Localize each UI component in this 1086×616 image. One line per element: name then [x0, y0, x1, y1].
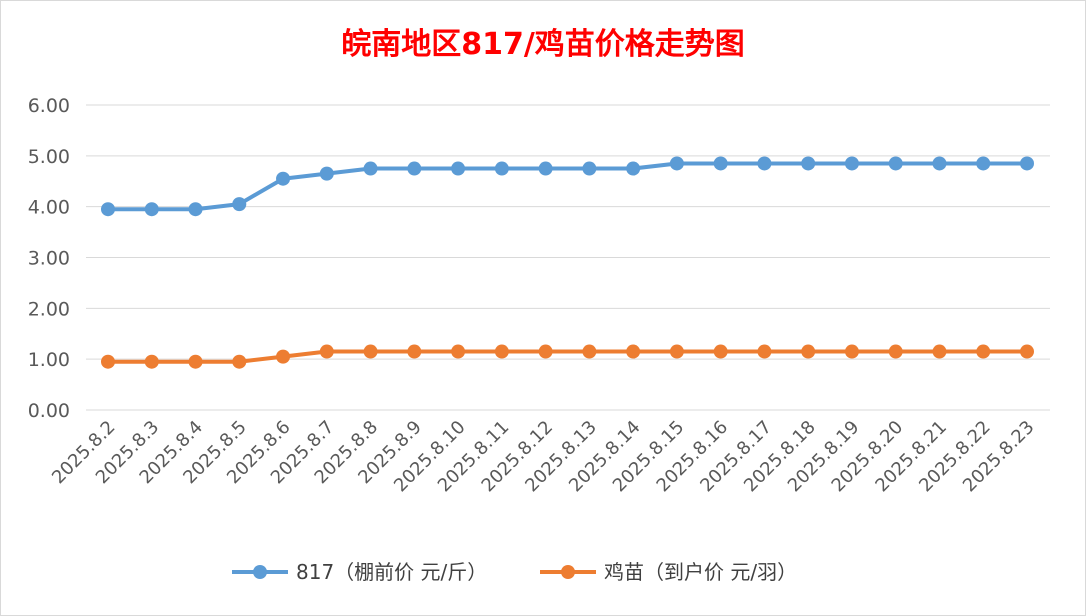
data-point — [582, 161, 597, 176]
legend-marker — [561, 565, 575, 579]
data-point — [101, 202, 115, 217]
data-point — [801, 156, 816, 171]
y-tick-label: 3.00 — [28, 248, 70, 270]
y-tick-label: 5.00 — [28, 146, 70, 168]
data-point — [188, 354, 203, 369]
data-point — [538, 161, 553, 176]
data-point — [844, 156, 859, 171]
data-point — [232, 197, 247, 212]
legend: 817（棚前价 元/斤） 鸡苗（到户价 元/羽） — [232, 560, 797, 584]
data-point — [932, 344, 947, 359]
data-point — [669, 156, 684, 171]
data-point — [1020, 156, 1034, 171]
data-point — [888, 156, 903, 171]
legend-item-2: 鸡苗（到户价 元/羽） — [540, 560, 797, 584]
data-point — [713, 344, 728, 359]
data-point — [319, 344, 334, 359]
data-point — [1020, 344, 1034, 359]
data-point — [888, 344, 903, 359]
data-point — [669, 344, 684, 359]
data-point — [407, 161, 422, 176]
legend-label: 鸡苗（到户价 元/羽） — [604, 560, 797, 584]
legend-label: 817（棚前价 元/斤） — [296, 560, 487, 584]
data-point — [232, 354, 247, 369]
data-point — [801, 344, 816, 359]
data-point — [494, 344, 509, 359]
data-point — [976, 344, 991, 359]
series-line — [108, 349, 1027, 364]
y-tick-label: 1.00 — [28, 349, 70, 371]
legend-item-1: 817（棚前价 元/斤） — [232, 560, 487, 584]
data-point — [451, 344, 466, 359]
series-2 — [101, 344, 1034, 369]
series-1 — [101, 156, 1034, 217]
data-point — [144, 354, 159, 369]
legend-marker — [253, 565, 267, 579]
data-point — [932, 156, 947, 171]
data-point — [844, 344, 859, 359]
data-point — [626, 161, 641, 176]
series-line — [108, 161, 1027, 212]
data-point — [363, 344, 378, 359]
data-point — [757, 344, 772, 359]
series-layer — [101, 156, 1034, 369]
data-point — [101, 354, 115, 369]
chart-title: 皖南地区817/鸡苗价格走势图 — [341, 27, 745, 62]
data-point — [276, 349, 291, 364]
y-tick-label: 2.00 — [28, 298, 70, 320]
y-tick-label: 4.00 — [28, 197, 70, 219]
data-point — [451, 161, 466, 176]
data-point — [713, 156, 728, 171]
data-point — [757, 156, 772, 171]
data-point — [407, 344, 422, 359]
y-axis-ticks: 0.00 1.00 2.00 3.00 4.00 5.00 6.00 — [28, 95, 70, 422]
data-point — [319, 166, 334, 181]
data-point — [582, 344, 597, 359]
data-point — [276, 171, 291, 186]
data-point — [188, 202, 203, 217]
data-point — [626, 344, 641, 359]
data-point — [976, 156, 991, 171]
data-point — [144, 202, 159, 217]
data-point — [494, 161, 509, 176]
data-point — [538, 344, 553, 359]
y-tick-label: 6.00 — [28, 95, 70, 117]
data-point — [363, 161, 378, 176]
y-tick-label: 0.00 — [28, 400, 70, 422]
